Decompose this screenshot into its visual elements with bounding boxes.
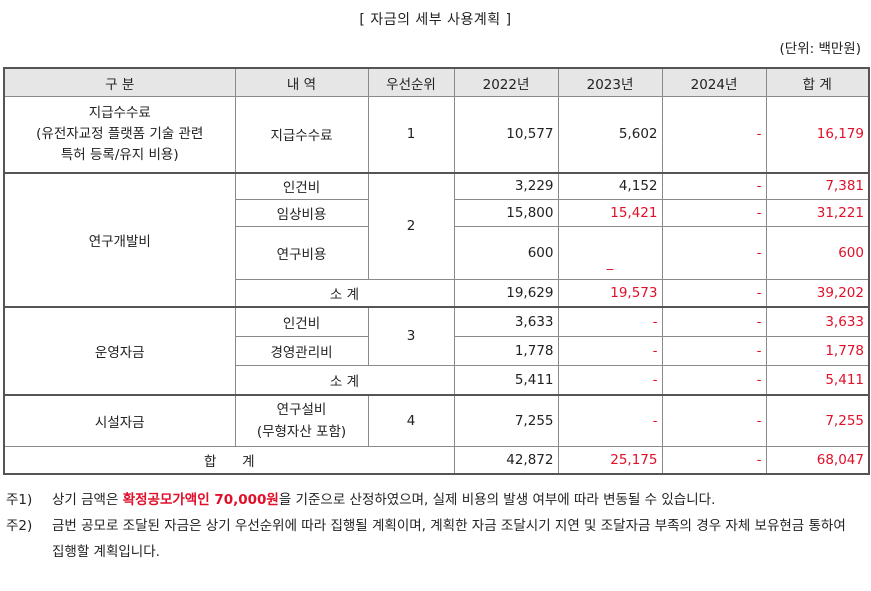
item-ops-labor: 인건비 (234, 305, 369, 337)
footnote-1-pre: 상기 금액은 (52, 492, 123, 508)
item-rnd-clinical: 임상비용 (234, 199, 369, 227)
grand-2023: 25,175 (557, 446, 663, 474)
item-fee: 지급수수료 (234, 96, 369, 173)
table-header-row: 구 분 내 역 우선순위 2022년 2023년 2024년 합 계 (3, 67, 870, 97)
footnote-2: 주2) 금번 공모로 조달된 자금은 상기 우선순위에 따라 집행될 계획이며,… (0, 513, 871, 565)
facility-2024: - (661, 393, 767, 447)
subtotal-row: 소 계 19,629 19,573 - 39,202 (4, 279, 870, 307)
rnd-labor-2024: - (661, 171, 767, 200)
header-total: 합 계 (765, 67, 870, 97)
grand-2022: 42,872 (453, 446, 559, 474)
rnd-research-2023: _ (557, 226, 663, 280)
document-title: [ 자금의 세부 사용계획 ] (359, 12, 512, 28)
rnd-labor-2023: 4,152 (557, 171, 663, 200)
header-2022: 2022년 (453, 67, 559, 97)
footnote-2-label: 주2) (6, 518, 33, 534)
priority-facility: 4 (367, 393, 455, 447)
category-rnd: 연구개발비 (3, 171, 236, 307)
facility-total: 7,255 (765, 393, 870, 447)
footnote-2-text: 금번 공모로 조달된 자금은 상기 우선순위에 따라 집행될 계획이며, 계획한… (52, 518, 846, 560)
header-item: 내 역 (234, 67, 369, 97)
ops-admin-2022: 1,778 (453, 336, 559, 366)
facility-2022: 7,255 (453, 393, 559, 447)
header-category: 구 분 (3, 67, 236, 97)
footnote-1-highlight: 확정공모가액인 70,000원 (122, 492, 279, 508)
grand-2024: - (661, 446, 767, 474)
rnd-subtotal-2023: 19,573 (557, 279, 663, 307)
ops-labor-2022: 3,633 (453, 305, 559, 337)
ops-subtotal-total: 5,411 (765, 365, 870, 395)
rnd-subtotal-label: 소 계 (234, 279, 455, 307)
item-rnd-labor: 인건비 (234, 171, 369, 200)
grand-total: 68,047 (765, 446, 870, 474)
fee-total: 16,179 (765, 96, 870, 173)
rnd-labor-total: 7,381 (765, 171, 870, 200)
priority-fee: 1 (367, 96, 455, 173)
header-priority: 우선순위 (367, 67, 455, 97)
fee-2023: 5,602 (557, 96, 663, 173)
ops-labor-2023: - (557, 305, 663, 337)
ops-labor-total: 3,633 (765, 305, 870, 337)
footnote-1-post: 을 기준으로 산정하였으며, 실제 비용의 발생 여부에 따라 변동될 수 있습… (278, 492, 716, 508)
unit-label: (단위: 백만원) (779, 41, 861, 57)
subtotal-row: 소 계 5,411 - - 5,411 (4, 365, 870, 395)
ops-subtotal-2022: 5,411 (453, 365, 559, 395)
priority-rnd: 2 (367, 171, 455, 280)
facility-2023: - (557, 393, 663, 447)
footnotes: 주1) 상기 금액은 확정공모가액인 70,000원을 기준으로 산정하였으며,… (0, 487, 871, 565)
ops-subtotal-2024: - (661, 365, 767, 395)
item-facility: 연구설비 (무형자산 포함) (234, 393, 369, 447)
fee-2024: - (661, 96, 767, 173)
fee-2022: 10,577 (453, 96, 559, 173)
rnd-subtotal-2022: 19,629 (453, 279, 559, 307)
rnd-subtotal-total: 39,202 (765, 279, 870, 307)
category-facility: 시설자금 (3, 393, 236, 447)
table-row: 연구비용 600 _ - 600 (4, 226, 870, 280)
footnote-1-label: 주1) (6, 492, 33, 508)
header-2024: 2024년 (661, 67, 767, 97)
ops-admin-total: 1,778 (765, 336, 870, 366)
ops-subtotal-2023: - (557, 365, 663, 395)
table-row: 연구개발비 인건비 2 3,229 4,152 - 7,381 (3, 171, 870, 307)
table-row: 임상비용 15,800 15,421 - 31,221 (4, 199, 870, 227)
rnd-clinical-total: 31,221 (765, 199, 870, 227)
ops-admin-2023: - (557, 336, 663, 366)
header-2023: 2023년 (557, 67, 663, 97)
rnd-clinical-2024: - (661, 199, 767, 227)
item-rnd-research: 연구비용 (234, 226, 369, 280)
category-ops: 운영자금 (3, 305, 236, 395)
ops-labor-2024: - (661, 305, 767, 337)
priority-ops: 3 (367, 305, 455, 366)
table-row: 경영관리비 1,778 - - 1,778 (4, 336, 870, 366)
rnd-labor-2022: 3,229 (453, 171, 559, 200)
footnote-1-text: 상기 금액은 확정공모가액인 70,000원을 기준으로 산정하였으며, 실제 … (52, 487, 871, 513)
ops-admin-2024: - (661, 336, 767, 366)
rnd-subtotal-2024: - (661, 279, 767, 307)
rnd-research-2023-value: _ (606, 255, 614, 271)
footnote-1: 주1) 상기 금액은 확정공모가액인 70,000원을 기준으로 산정하였으며,… (0, 487, 871, 513)
rnd-research-2024: - (661, 226, 767, 280)
table-row: 시설자금 연구설비 (무형자산 포함) 4 7,255 - - 7,255 (3, 393, 870, 447)
fund-usage-table: 구 분 내 역 우선순위 2022년 2023년 2024년 합 계 지급수수료… (3, 67, 870, 475)
rnd-research-total: 600 (765, 226, 870, 280)
category-fee: 지급수수료 (유전자교정 플랫폼 기술 관련 특허 등록/유지 비용) (3, 96, 236, 173)
rnd-research-2022: 600 (453, 226, 559, 280)
rnd-clinical-2022: 15,800 (453, 199, 559, 227)
rnd-clinical-2023: 15,421 (557, 199, 663, 227)
grand-total-label: 합 계 (3, 446, 455, 474)
item-ops-admin: 경영관리비 (234, 336, 369, 366)
grand-total-row: 합 계 42,872 25,175 - 68,047 (3, 446, 870, 474)
table-row: 운영자금 인건비 3 3,633 - - 3,633 (3, 305, 870, 395)
table-row: 지급수수료 (유전자교정 플랫폼 기술 관련 특허 등록/유지 비용) 지급수수… (3, 96, 870, 173)
ops-subtotal-label: 소 계 (234, 365, 455, 395)
